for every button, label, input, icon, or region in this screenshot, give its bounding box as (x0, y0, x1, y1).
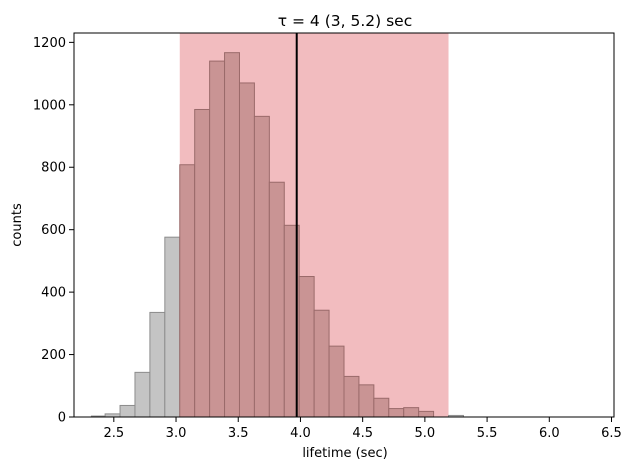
histogram-bar (119, 404, 136, 418)
x-tick-label: 3.0 (166, 426, 187, 441)
x-tick-label: 4.0 (290, 426, 311, 441)
x-tick-label: 6.5 (601, 426, 622, 441)
x-tick-label: 5.5 (477, 426, 498, 441)
histogram-bar (134, 371, 151, 418)
y-axis-label: counts (10, 203, 25, 247)
y-tick-label: 800 (41, 161, 66, 176)
histogram-bar (268, 181, 285, 418)
x-ticks: 2.5 3.0 3.5 4.0 4.5 5.0 5.5 6.0 6.5 (103, 417, 622, 441)
x-tick-label: 2.5 (103, 426, 124, 441)
histogram-bar (358, 384, 375, 418)
histogram-bar (209, 60, 226, 418)
plot-frame (73, 32, 615, 418)
x-tick-label: 6.0 (539, 426, 560, 441)
y-tick-label: 0 (58, 411, 66, 426)
y-tick-label: 1200 (33, 36, 66, 51)
y-tick-label: 200 (41, 348, 66, 363)
chart-title: τ = 4 (3, 5.2) sec (278, 12, 412, 30)
y-tick-label: 1000 (33, 98, 66, 113)
histogram-bar (373, 397, 390, 418)
histogram-bar (388, 408, 405, 418)
histogram-bar (298, 276, 315, 418)
histogram-bar (313, 309, 330, 418)
histogram-bar (238, 82, 255, 418)
histogram-bar (194, 108, 211, 418)
histogram-bar (149, 311, 166, 418)
histogram-bar (224, 52, 240, 418)
histogram-bar (328, 345, 345, 418)
y-tick-label: 600 (41, 223, 66, 238)
x-tick-label: 5.0 (415, 426, 436, 441)
axes (73, 32, 615, 418)
y-ticks: 0 200 400 600 800 1000 1200 (33, 36, 74, 426)
x-axis-label: lifetime (sec) (302, 446, 387, 461)
histogram-bar (403, 407, 420, 418)
histogram-bar (253, 115, 270, 418)
histogram-bar (343, 375, 360, 418)
histogram-bar (179, 164, 196, 418)
x-tick-label: 3.5 (228, 426, 249, 441)
y-tick-label: 400 (41, 286, 66, 301)
histogram-bar (164, 236, 181, 418)
x-tick-label: 4.5 (352, 426, 373, 441)
histogram-bar (418, 410, 435, 418)
